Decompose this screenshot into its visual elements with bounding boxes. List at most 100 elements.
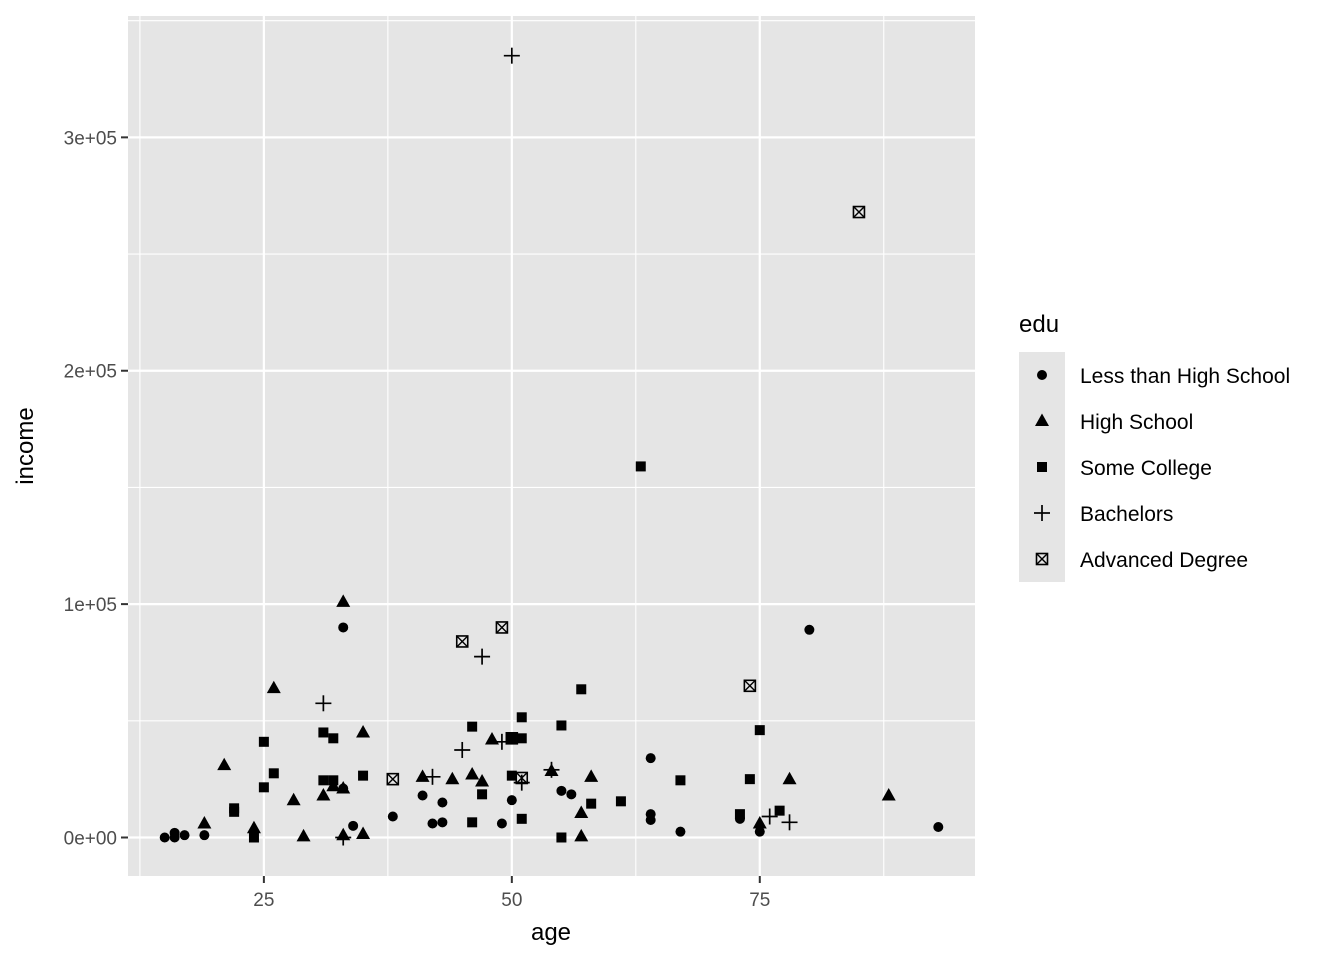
data-point: [296, 828, 311, 842]
data-point: [543, 761, 560, 778]
data-point: [754, 826, 765, 837]
data-point: [315, 695, 332, 712]
data-point: [584, 769, 599, 782]
data-point: [199, 830, 210, 841]
data-point: [881, 788, 896, 801]
data-point: [516, 712, 527, 723]
legend-label: Less than High School: [1080, 365, 1290, 388]
data-point: [852, 205, 866, 219]
data-point: [574, 805, 589, 819]
legend-item: Bachelors: [1034, 503, 1173, 526]
data-point: [387, 811, 398, 822]
data-point: [415, 769, 430, 782]
data-point: [197, 816, 212, 829]
data-point: [316, 788, 331, 801]
data-point: [645, 753, 656, 764]
data-point: [348, 820, 359, 831]
data-point: [417, 790, 428, 801]
data-point: [475, 774, 490, 787]
data-point: [427, 818, 438, 829]
data-point: [516, 813, 527, 824]
data-point: [467, 721, 478, 732]
y-axis-title: income: [12, 407, 39, 484]
x-axis: 25 50 75: [253, 876, 770, 911]
data-point: [781, 814, 798, 831]
x-axis-title: age: [531, 919, 571, 946]
data-point: [454, 741, 471, 758]
data-point: [675, 826, 686, 837]
legend-item: Advanced Degree: [1035, 549, 1248, 572]
data-point: [615, 796, 626, 807]
data-point: [386, 772, 400, 786]
data-point: [574, 828, 589, 842]
legend-label: High School: [1080, 411, 1193, 434]
data-point: [761, 808, 778, 825]
legend-items: Less than High School High School Some Col…: [1034, 365, 1290, 572]
data-point: [318, 727, 329, 738]
data-point: [635, 461, 646, 472]
data-point: [356, 826, 371, 840]
legend-label: Some College: [1080, 457, 1212, 480]
data-point: [556, 720, 567, 731]
data-point: [804, 624, 815, 635]
data-point: [286, 792, 301, 806]
minor-gridlines: [128, 16, 975, 876]
data-point: [505, 732, 519, 745]
data-point: [506, 795, 517, 806]
legend-key-plus-icon: [1034, 505, 1050, 521]
data-point: [336, 781, 351, 794]
data-point: [358, 770, 369, 781]
legend-title: edu: [1019, 311, 1059, 338]
series-bachelors: [315, 47, 798, 846]
legend-label: Bachelors: [1080, 503, 1173, 526]
data-point: [445, 771, 460, 785]
y-axis: 0e+00 1e+05 2e+05 3e+05: [64, 128, 128, 849]
data-point: [566, 789, 577, 800]
data-point: [338, 622, 349, 633]
data-point: [933, 821, 944, 832]
legend-key-circle-icon: [1037, 370, 1047, 380]
data-point: [556, 785, 567, 796]
data-point: [752, 816, 767, 829]
data-point: [576, 684, 587, 695]
data-point: [465, 767, 480, 780]
data-points: [159, 47, 944, 846]
data-point: [258, 736, 269, 747]
data-point: [437, 817, 448, 828]
data-point: [159, 832, 170, 843]
legend-item: Some College: [1037, 457, 1212, 480]
data-point: [318, 775, 329, 786]
data-point: [336, 594, 351, 607]
data-point: [266, 680, 281, 694]
data-point: [335, 829, 352, 846]
data-point: [734, 809, 745, 820]
legend-item: Less than High School: [1037, 365, 1290, 388]
data-point: [217, 757, 232, 771]
data-point: [645, 814, 656, 825]
data-point: [467, 817, 478, 828]
data-point: [743, 679, 757, 693]
legend-key-boxx-icon: [1035, 552, 1049, 566]
data-point: [496, 818, 507, 829]
y-tick-label: 0e+00: [64, 828, 117, 849]
x-tick-label: 50: [501, 890, 522, 911]
y-tick-label: 1e+05: [64, 595, 117, 616]
plot-panel: [128, 16, 975, 876]
x-tick-label: 25: [253, 890, 274, 911]
data-point: [754, 725, 765, 736]
data-point: [169, 827, 180, 838]
data-point: [248, 832, 259, 843]
data-point: [516, 733, 527, 744]
series-advanced-degree: [386, 205, 866, 786]
data-point: [179, 830, 190, 841]
x-tick-label: 75: [749, 890, 770, 911]
legend: edu Less than High School High School Some…: [1019, 311, 1290, 582]
data-point: [258, 782, 269, 793]
legend-key-square-icon: [1037, 462, 1047, 472]
legend-key-triangle-icon: [1035, 413, 1049, 427]
data-point: [229, 803, 240, 814]
y-tick-label: 3e+05: [64, 128, 117, 149]
data-point: [328, 775, 339, 786]
